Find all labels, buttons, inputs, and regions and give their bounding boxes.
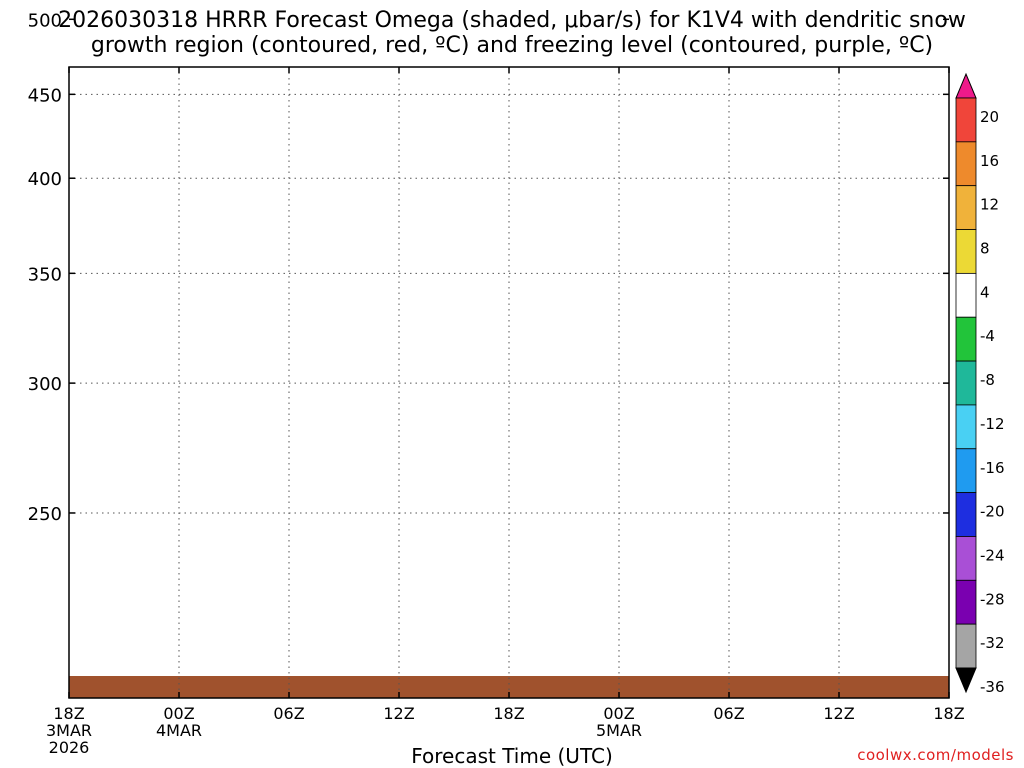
- y-tick-label: 450: [28, 85, 62, 106]
- colorbar-segment: [955, 360, 977, 406]
- y-tick-label: 500: [28, 10, 62, 31]
- colorbar: 20 16 12 8 4 -4 -8 -12 -16 -20 -24 -28 -32 -36: [955, 72, 1005, 696]
- x-tick-label: 18Z: [493, 704, 524, 723]
- x-tick-label: 3MAR: [46, 721, 92, 740]
- y-axis: 2503003504004505005506006507007508008509…: [28, 10, 949, 525]
- x-tick-label: 12Z: [383, 704, 414, 723]
- colorbar-label: -12: [980, 415, 1005, 433]
- colorbar-segment: [955, 272, 977, 318]
- x-tick-label: 00Z: [603, 704, 634, 723]
- y-tick-label: 350: [28, 264, 62, 285]
- colorbar-label: 8: [980, 240, 990, 258]
- colorbar-segment: [955, 404, 977, 450]
- chart-title-line2: growth region (contoured, red, ºC) and f…: [90, 33, 934, 58]
- colorbar-segment: [955, 579, 977, 625]
- colorbar-label: 16: [980, 152, 999, 170]
- source-credit: coolwx.com/models: [857, 746, 1014, 764]
- grid-lines: [68, 67, 950, 698]
- x-tick-label: 12Z: [823, 704, 854, 723]
- colorbar-segment: [955, 97, 977, 143]
- colorbar-label: -28: [980, 590, 1005, 608]
- colorbar-label: -8: [980, 371, 995, 389]
- x-axis-title: Forecast Time (UTC): [411, 744, 613, 768]
- x-tick-label: 4MAR: [156, 721, 202, 740]
- colorbar-segment: [955, 448, 977, 494]
- colorbar-label: 12: [980, 196, 999, 214]
- colorbar-segment: [955, 141, 977, 187]
- colorbar-label: 20: [980, 108, 999, 126]
- colorbar-arrow-top: [955, 72, 977, 99]
- colorbar-arrow-bottom: [955, 667, 977, 694]
- y-tick-label: 300: [28, 374, 62, 395]
- x-tick-label: 06Z: [713, 704, 744, 723]
- colorbar-segment: [955, 185, 977, 230]
- colorbar-label: 4: [980, 283, 990, 301]
- colorbar-label: -24: [980, 546, 1005, 564]
- colorbar-segment: [955, 623, 977, 669]
- y-tick-label: 400: [28, 169, 62, 190]
- x-tick-label: 5MAR: [596, 721, 642, 740]
- x-tick-label: 2026: [49, 738, 90, 757]
- colorbar-segment: [955, 229, 977, 274]
- chart-title-line1: 2026030318 HRRR Forecast Omega (shaded, …: [58, 8, 966, 33]
- colorbar-segment: [955, 536, 977, 581]
- x-tick-label: 18Z: [53, 704, 84, 723]
- colorbar-label: -36: [980, 678, 1005, 696]
- colorbar-label: -16: [980, 459, 1005, 477]
- colorbar-label: -4: [980, 327, 995, 345]
- x-tick-label: 00Z: [163, 704, 194, 723]
- colorbar-label: -32: [980, 634, 1005, 652]
- colorbar-segment: [955, 492, 977, 537]
- colorbar-label: -20: [980, 503, 1005, 521]
- colorbar-segment: [955, 316, 977, 362]
- x-tick-label: 06Z: [273, 704, 304, 723]
- x-tick-label: 18Z: [933, 704, 964, 723]
- y-tick-label: 250: [28, 504, 62, 525]
